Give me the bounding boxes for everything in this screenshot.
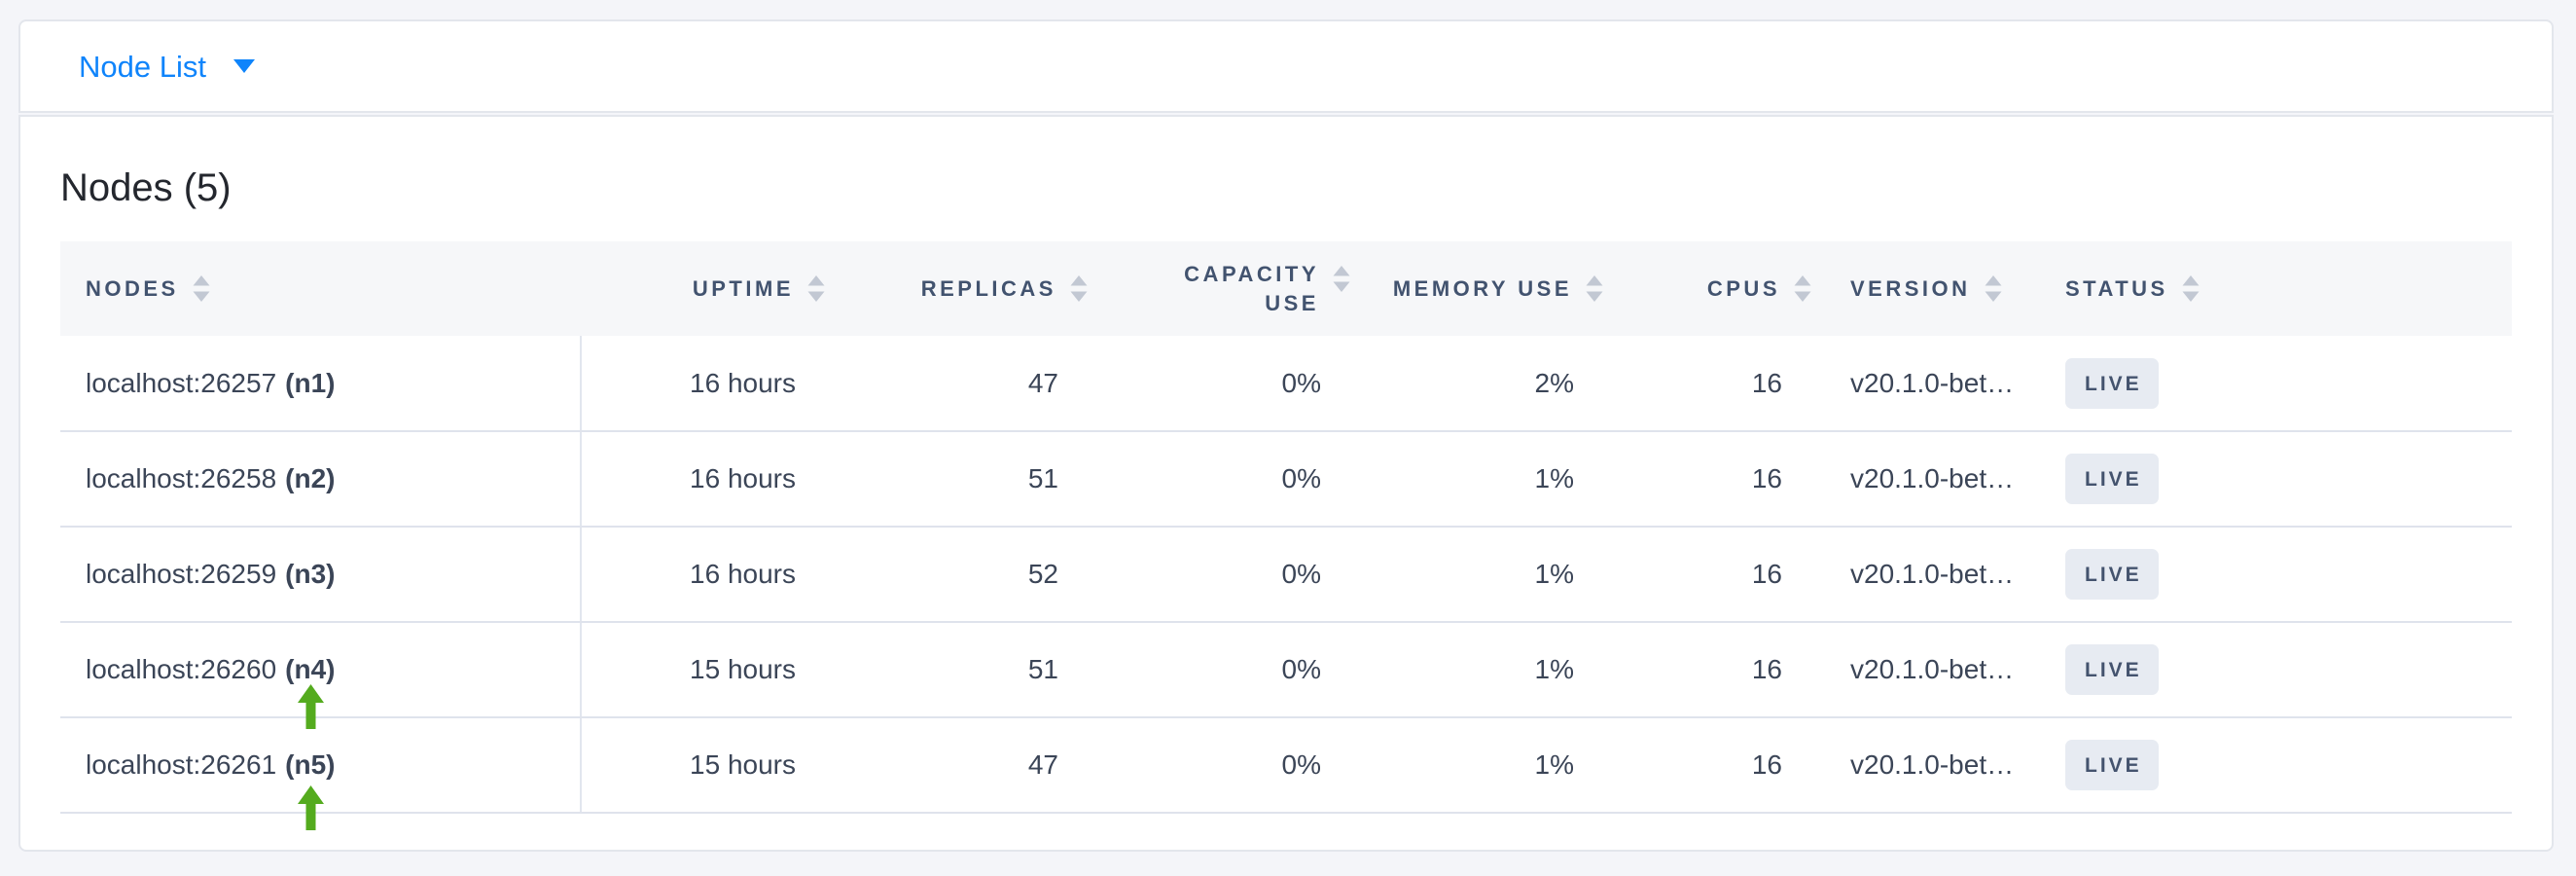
- cell-capacity-use: 0%: [1091, 717, 1354, 814]
- cell-version: v20.1.0-bet…: [1815, 717, 2050, 814]
- cell-capacity-use: 0%: [1091, 527, 1354, 623]
- node-row: localhost:26257 (n1) 16 hours 47 0% 2% 16…: [60, 336, 2512, 432]
- col-header-memory-use[interactable]: MEMORY USE: [1354, 241, 1607, 336]
- cell-uptime: 16 hours: [581, 336, 829, 432]
- node-row: localhost:26261 (n5) 15 hours 47 0% 1% 16…: [60, 717, 2512, 830]
- page-title: Nodes (5): [60, 166, 232, 209]
- cell-status: LIVE: [2050, 717, 2512, 814]
- cell-cpus: 16: [1607, 336, 1815, 432]
- cell-node-address: localhost:26260 (n4): [60, 622, 582, 729]
- cell-memory-use: 1%: [1354, 431, 1607, 528]
- cell-version: v20.1.0-bet…: [1815, 431, 2050, 528]
- col-header-replicas[interactable]: REPLICAS: [829, 241, 1091, 336]
- cell-capacity-use: 0%: [1091, 431, 1354, 528]
- cell-uptime: 15 hours: [581, 717, 829, 814]
- status-badge: LIVE: [2065, 740, 2159, 790]
- nodes-panel: Nodes (5) NODES UPTIME: [18, 115, 2554, 852]
- sort-icon: [1070, 275, 1088, 302]
- col-header-cpus[interactable]: CPUS: [1607, 241, 1815, 336]
- cell-memory-use: 1%: [1354, 622, 1607, 718]
- cell-version: v20.1.0-bet…: [1815, 527, 2050, 623]
- cell-cpus: 16: [1607, 527, 1815, 623]
- cell-node-address: localhost:26259 (n3): [60, 527, 582, 623]
- cell-version: v20.1.0-bet…: [1815, 336, 2050, 432]
- sort-icon: [1794, 275, 1811, 302]
- cell-node-address: localhost:26258 (n2): [60, 431, 582, 528]
- new-node-arrow-icon: [298, 684, 324, 729]
- new-node-arrow-icon: [298, 785, 324, 830]
- cell-replicas: 47: [829, 717, 1091, 814]
- page-toolbar: Node List: [18, 19, 2554, 113]
- col-header-uptime[interactable]: UPTIME: [581, 241, 829, 336]
- col-header-nodes[interactable]: NODES: [60, 241, 581, 336]
- sort-icon: [807, 275, 825, 302]
- cell-cpus: 16: [1607, 622, 1815, 718]
- sort-icon: [2182, 275, 2200, 302]
- node-row: localhost:26258 (n2) 16 hours 51 0% 1% 16…: [60, 431, 2512, 528]
- cell-capacity-use: 0%: [1091, 622, 1354, 718]
- cell-uptime: 16 hours: [581, 527, 829, 623]
- col-header-capacity-use[interactable]: CAPACITY USE: [1091, 241, 1354, 336]
- node-id-label: (n3): [285, 559, 336, 589]
- cell-replicas: 47: [829, 336, 1091, 432]
- node-id-label: (n2): [285, 463, 336, 493]
- sort-icon: [1586, 275, 1603, 302]
- cell-uptime: 15 hours: [581, 622, 829, 718]
- node-list-dropdown[interactable]: Node List: [79, 52, 255, 82]
- cell-version: v20.1.0-bet…: [1815, 622, 2050, 718]
- node-id-label: (n5): [285, 749, 336, 780]
- col-header-version[interactable]: VERSION: [1815, 241, 2050, 336]
- cell-status: LIVE: [2050, 431, 2512, 528]
- cell-memory-use: 1%: [1354, 717, 1607, 814]
- node-row: localhost:26259 (n3) 16 hours 52 0% 1% 16…: [60, 527, 2512, 623]
- cell-memory-use: 1%: [1354, 527, 1607, 623]
- cell-capacity-use: 0%: [1091, 336, 1354, 432]
- cell-replicas: 51: [829, 431, 1091, 528]
- node-id-label: (n4): [285, 654, 336, 684]
- cell-cpus: 16: [1607, 717, 1815, 814]
- sort-icon: [193, 275, 210, 302]
- status-badge: LIVE: [2065, 357, 2159, 409]
- cell-cpus: 16: [1607, 431, 1815, 528]
- cell-status: LIVE: [2050, 527, 2512, 623]
- cell-status: LIVE: [2050, 336, 2512, 432]
- col-header-status[interactable]: STATUS: [2050, 241, 2512, 336]
- status-badge: LIVE: [2065, 454, 2159, 504]
- cell-memory-use: 2%: [1354, 336, 1607, 432]
- cell-replicas: 51: [829, 622, 1091, 718]
- sort-icon: [1985, 275, 2002, 302]
- node-id-label: (n1): [285, 367, 336, 398]
- node-list-dropdown-label: Node List: [79, 49, 206, 84]
- status-badge: LIVE: [2065, 549, 2159, 600]
- cell-replicas: 52: [829, 527, 1091, 623]
- status-badge: LIVE: [2065, 644, 2159, 695]
- cell-node-address: localhost:26257 (n1): [60, 336, 582, 432]
- cell-uptime: 16 hours: [581, 431, 829, 528]
- table-header-row: NODES UPTIME REPLICAS: [60, 241, 2512, 336]
- sort-icon: [1333, 265, 1350, 292]
- cell-node-address: localhost:26261 (n5): [60, 717, 582, 830]
- cell-status: LIVE: [2050, 622, 2512, 718]
- node-table: NODES UPTIME REPLICAS: [60, 241, 2512, 830]
- chevron-down-icon: [233, 59, 255, 73]
- node-row: localhost:26260 (n4) 15 hours 51 0% 1% 16…: [60, 622, 2512, 729]
